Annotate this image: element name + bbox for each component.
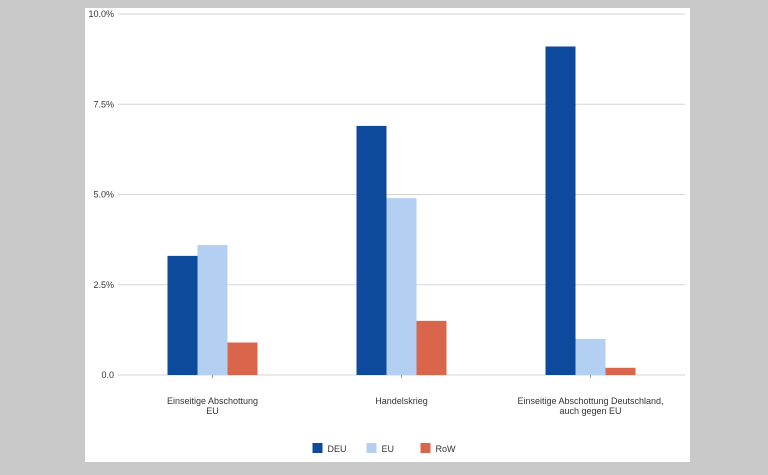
x-category-label: auch gegen EU	[559, 406, 621, 416]
x-category-label: Einseitige Abschottung Deutschland,	[517, 396, 663, 406]
bar-eu	[197, 245, 228, 375]
chart-panel: 0.0 2.5% 5.0% 7.5% 10.0% Einseitige Abschott…	[85, 8, 690, 462]
legend-swatch-deu	[312, 443, 323, 453]
legend-label-eu: EU	[382, 444, 395, 454]
y-tick-label: 0.0	[101, 370, 114, 380]
bar-row	[227, 342, 258, 375]
legend-swatch-eu	[366, 443, 377, 453]
legend-swatch-row	[420, 443, 431, 453]
bar-row	[416, 320, 447, 375]
bar-deu	[545, 46, 576, 376]
legend: DEU EU RoW	[312, 443, 457, 454]
y-tick-label: 5.0%	[93, 190, 114, 200]
y-tick-label: 2.5%	[93, 280, 114, 290]
y-axis: 0.0 2.5% 5.0% 7.5% 10.0%	[88, 9, 114, 380]
y-tick-label: 10.0%	[88, 9, 114, 19]
legend-label-row: RoW	[436, 444, 457, 454]
x-category-label: Handelskrieg	[375, 396, 428, 406]
bars	[167, 46, 636, 376]
bar-chart: 0.0 2.5% 5.0% 7.5% 10.0% Einseitige Abschott…	[88, 9, 685, 454]
x-category-label: EU	[206, 406, 219, 416]
bar-row	[605, 367, 636, 375]
x-category-label: Einseitige Abschottung	[167, 396, 258, 406]
legend-label-deu: DEU	[328, 444, 347, 454]
bar-eu	[386, 198, 417, 375]
y-tick-label: 7.5%	[93, 99, 114, 109]
bar-deu	[167, 255, 198, 375]
bar-deu	[356, 125, 387, 375]
bar-eu	[575, 338, 606, 375]
